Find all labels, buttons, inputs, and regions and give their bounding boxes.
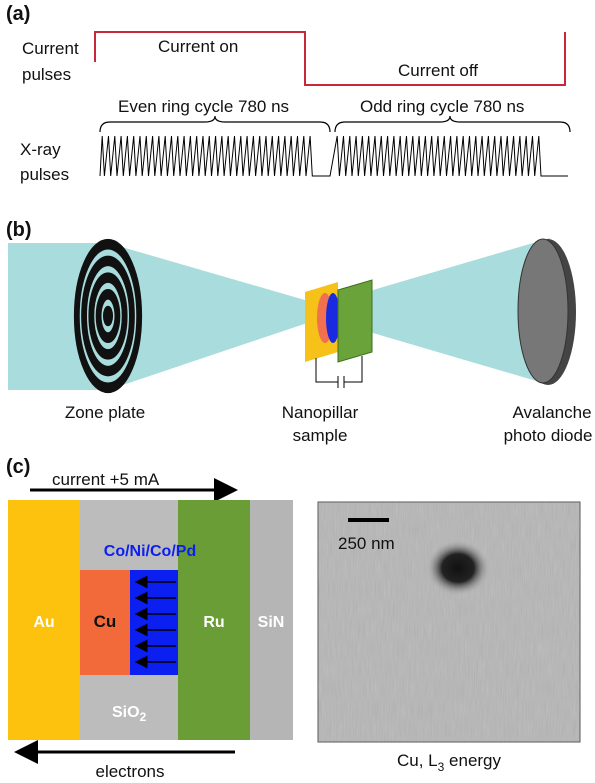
label: electrons [96,762,165,781]
label: Current [22,39,79,58]
figure: (a) Current pulses Current on Current of… [0,0,595,783]
label: Cu [94,612,117,631]
label: Nanopillar [282,403,359,422]
label: Avalanche [512,403,591,422]
xray-pulses [100,136,568,176]
label: current +5 mA [52,470,160,489]
detector [518,239,568,383]
subscript: 2 [140,710,147,724]
text: energy [444,751,501,770]
label: Co/Ni/Co/Pd [104,543,196,560]
image-spot [426,540,490,596]
brace [335,116,570,132]
label: SiN [258,614,285,631]
label: Current off [398,61,478,80]
brace [100,116,330,132]
text: Cu, L [397,751,438,770]
beam [8,243,322,390]
label: Zone plate [65,403,145,422]
zone-ring [104,307,112,325]
label: 250 nm [338,534,395,553]
label: Odd ring cycle 780 ns [360,97,524,116]
label: sample [293,426,348,445]
label: photo diode [504,426,593,445]
panel-label: (c) [6,456,30,478]
label: Current on [158,37,238,56]
layer-stack [130,570,178,675]
text: SiO [112,704,140,721]
sample-ru [338,280,372,362]
label: pulses [22,65,71,84]
label: pulses [20,165,69,184]
zone-plate [75,240,141,392]
label: Ru [203,614,224,631]
label: X-ray [20,140,61,159]
label: Even ring cycle 780 ns [118,97,289,116]
panel-label: (b) [6,219,32,241]
panel-label: (a) [6,3,30,25]
caption: Cu, L3 energy [397,751,502,774]
label: Au [33,614,54,631]
